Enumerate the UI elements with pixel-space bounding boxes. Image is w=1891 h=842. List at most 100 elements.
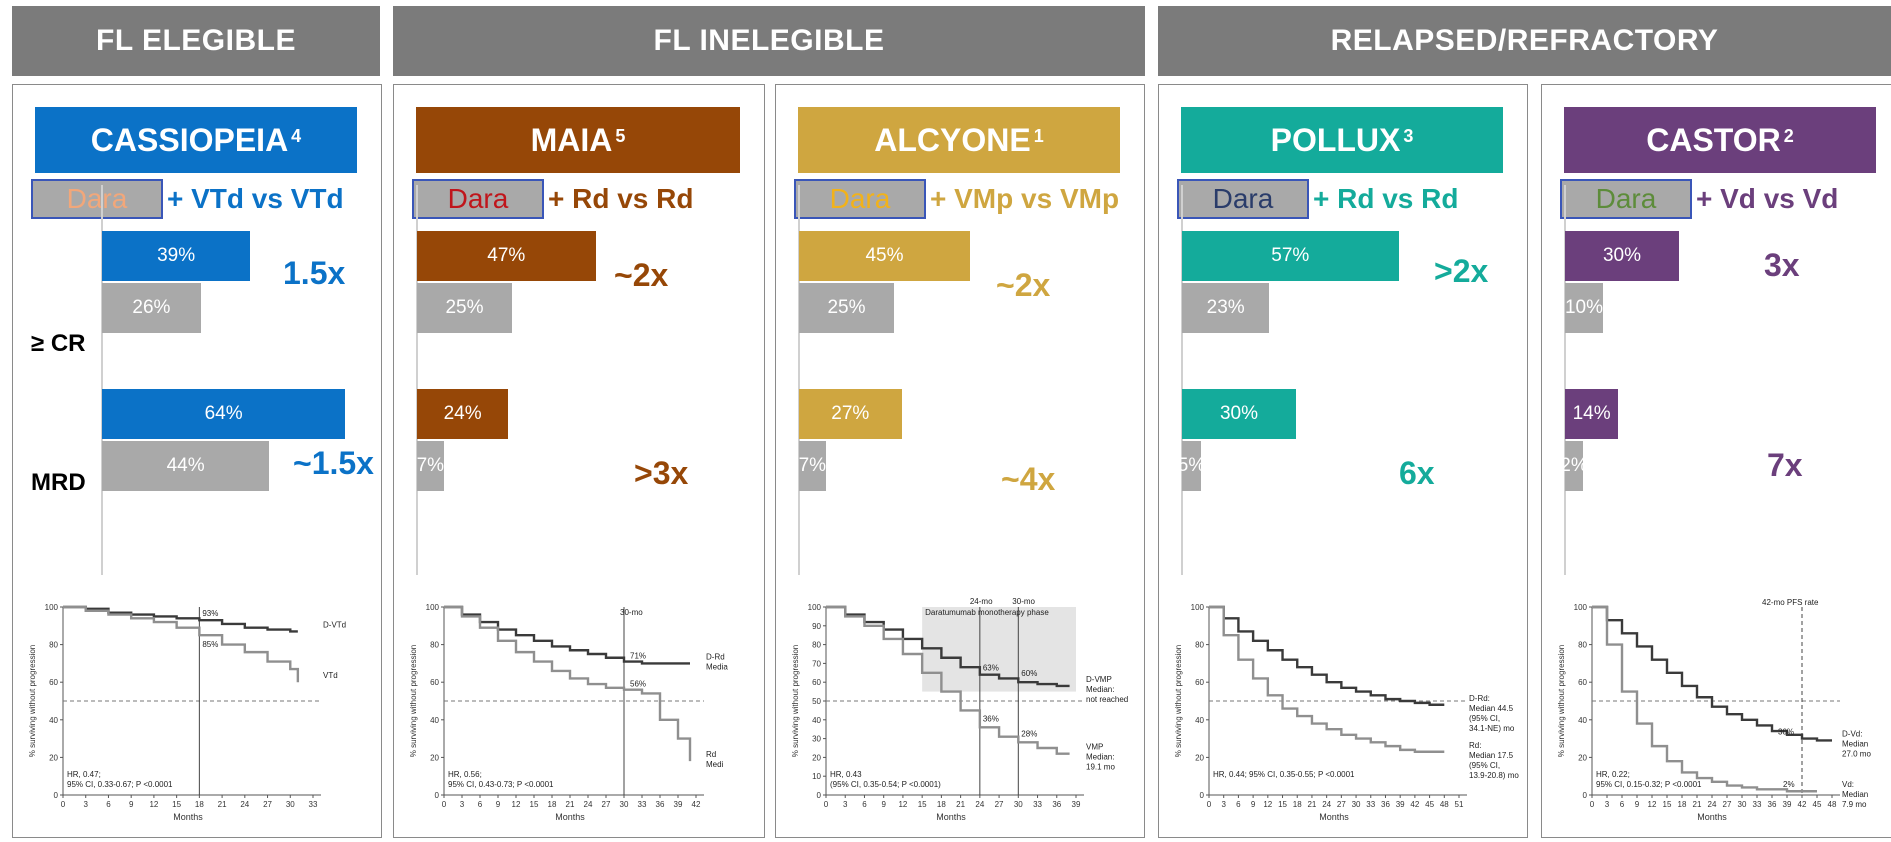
km-x-tick-label: 24 <box>1708 800 1717 809</box>
km-x-tick-label: 3 <box>1605 800 1610 809</box>
bar-mrd-dara: 64% <box>102 389 346 439</box>
panel-cassiopeia: CASSIOPEIA 4 Dara + VTd vs VTd 39% 26% 64% 44% 1… <box>12 84 382 838</box>
trial-name: MAIA <box>530 121 613 158</box>
km-hazard-ratio: 95% CI, 0.15-0.32; P <0.0001 <box>1596 780 1702 789</box>
km-x-tick-label: 36 <box>1052 800 1061 809</box>
km-x-tick-label: 27 <box>602 800 611 809</box>
dara-box: Dara <box>412 179 544 219</box>
km-x-tick-label: 9 <box>881 800 886 809</box>
trial-name: POLLUX <box>1270 121 1401 158</box>
bar-value-label: 2% <box>1560 455 1588 476</box>
regimen-text: + VTd vs VTd <box>167 183 344 214</box>
km-hazard-ratio: (95% CI, 0.35-0.54; P <0.0001) <box>830 780 941 789</box>
km-annotation: 71% <box>630 652 646 661</box>
bar-cr-dara: 30% <box>1565 231 1679 281</box>
km-y-tick-label: 60 <box>49 678 58 687</box>
km-y-tick-label: 20 <box>49 753 58 762</box>
bar-value-label: 47% <box>487 245 526 266</box>
trial-title-castor: CASTOR 2 <box>1564 107 1876 173</box>
bar-value-label: 7% <box>416 455 445 476</box>
bar-value-label: 30% <box>1602 245 1642 266</box>
km-x-tick-label: 48 <box>1440 800 1449 809</box>
bar-value-label: 39% <box>157 245 196 266</box>
trial-reference: 4 <box>291 125 302 146</box>
bar-mrd-dara: 14% <box>1565 389 1619 439</box>
km-hazard-ratio: HR, 0.56; <box>448 770 482 779</box>
km-y-tick-label: 20 <box>1195 753 1204 762</box>
bar-mrd-dara: 27% <box>799 389 902 439</box>
km-y-tick-label: 70 <box>812 659 821 668</box>
km-annotation: 30% <box>1778 728 1794 737</box>
km-y-tick-label: 10 <box>812 772 821 781</box>
km-x-tick-label: 39 <box>674 800 683 809</box>
bar-axis-line <box>1564 185 1566 575</box>
km-y-tick-label: 40 <box>1195 716 1204 725</box>
km-x-tick-label: 39 <box>1783 800 1792 809</box>
bar-value-label: 57% <box>1271 245 1310 266</box>
km-x-tick-label: 3 <box>84 800 89 809</box>
km-y-tick-label: 100 <box>426 603 440 612</box>
km-curve-label: (95% CI, <box>1469 714 1500 723</box>
km-y-tick-label: 40 <box>49 716 58 725</box>
km-x-tick-label: 36 <box>1381 800 1390 809</box>
km-y-tick-label: 80 <box>1195 641 1204 650</box>
bar-axis-line <box>1181 185 1183 575</box>
km-x-tick-label: 9 <box>1635 800 1640 809</box>
panel-pollux: POLLUX 3 Dara + Rd vs Rd 57% 23% 30% 5% >2x 6x 0 3 6… <box>1158 84 1528 838</box>
km-curve-label: Median <box>1842 739 1868 748</box>
km-hazard-ratio: HR, 0.47; <box>67 770 101 779</box>
regimen-label-pollux: Dara + Rd vs Rd <box>1177 177 1458 221</box>
km-y-tick-label: 100 <box>1574 603 1588 612</box>
km-y-tick-label: 0 <box>817 791 822 800</box>
km-hazard-ratio: 95% CI, 0.33-0.67; P <0.0001 <box>67 780 173 789</box>
bar-mrd-ctrl: 2% <box>1560 441 1588 491</box>
km-x-tick-label: 0 <box>1207 800 1212 809</box>
km-curve-label: 34.1-NE) mo <box>1469 724 1515 733</box>
km-y-axis-label: % surviving without progression <box>28 645 37 758</box>
km-x-tick-label: 3 <box>843 800 848 809</box>
km-y-tick-label: 0 <box>1200 791 1205 800</box>
km-curve-label: Median 17.5 <box>1469 751 1514 760</box>
bar-value-label: 27% <box>831 403 870 424</box>
km-x-tick-label: 24 <box>975 800 984 809</box>
km-curve-label: VTd <box>323 671 338 680</box>
km-y-tick-label: 80 <box>49 641 58 650</box>
km-x-tick-label: 12 <box>1648 800 1657 809</box>
dara-box: Dara <box>794 179 926 219</box>
bar-axis-line <box>416 185 418 575</box>
km-x-tick-label: 51 <box>1455 800 1464 809</box>
bar-value-label: 5% <box>1177 455 1206 476</box>
row-label-mrd: MRD <box>31 469 86 496</box>
km-annotation: 2% <box>1783 780 1795 789</box>
km-x-tick-label: 18 <box>937 800 946 809</box>
bar-mrd-ctrl: 7% <box>799 441 826 491</box>
km-curve-label: 7.9 mo <box>1842 800 1867 809</box>
km-curve-label: D-Vd: <box>1842 729 1862 738</box>
km-y-tick-label: 60 <box>1578 678 1587 687</box>
km-y-tick-label: 100 <box>1191 603 1205 612</box>
km-y-tick-label: 90 <box>812 622 821 631</box>
km-x-tick-label: 18 <box>548 800 557 809</box>
km-x-tick-label: 39 <box>1396 800 1405 809</box>
bar-value-label: 10% <box>1564 297 1604 318</box>
trial-name: CASSIOPEIA <box>90 121 289 158</box>
km-x-tick-label: 12 <box>1263 800 1272 809</box>
km-curve-label: 19.1 mo <box>1086 763 1115 772</box>
multiplier-cr: ~2x <box>996 267 1051 303</box>
km-curve-control <box>63 605 300 683</box>
km-y-tick-label: 100 <box>808 603 822 612</box>
km-x-tick-label: 39 <box>1072 800 1081 809</box>
km-annotation: 42-mo PFS rate <box>1762 598 1819 607</box>
header-relapsed-refractory: RELAPSED/REFRACTORY <box>1158 6 1891 76</box>
trial-reference: 3 <box>1403 125 1414 146</box>
km-curve-label: 13.9-20.8) mo <box>1469 771 1519 780</box>
km-curve-label: 27.0 mo <box>1842 749 1871 758</box>
km-x-tick-label: 42 <box>1798 800 1807 809</box>
km-x-tick-label: 6 <box>478 800 483 809</box>
km-annotation: 56% <box>630 680 646 689</box>
km-annotation: 24-mo <box>970 597 993 606</box>
multiplier-mrd: 7x <box>1767 447 1803 483</box>
bar-mrd-dara: 24% <box>417 389 509 439</box>
km-hazard-ratio: HR, 0.43 <box>830 770 862 779</box>
km-curve-dara <box>1209 605 1445 706</box>
